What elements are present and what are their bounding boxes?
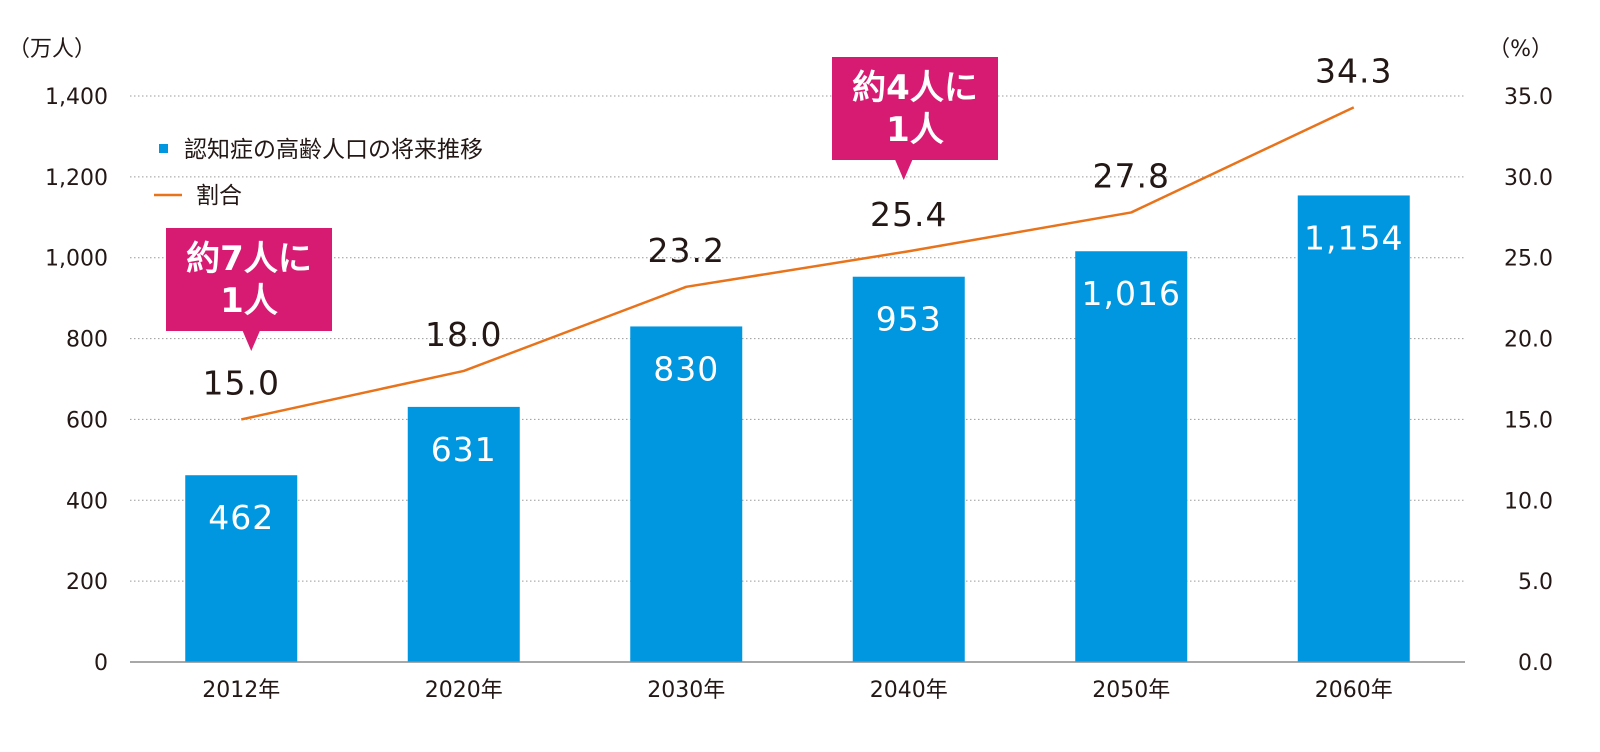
right-tick-label: 35.0 xyxy=(1504,85,1553,110)
grid-lines xyxy=(130,95,1465,582)
bar xyxy=(630,326,743,662)
callout-box xyxy=(832,57,998,160)
callout-text-line: 1人 xyxy=(886,110,944,150)
bar xyxy=(1297,195,1410,662)
legend-bar-swatch xyxy=(159,144,168,153)
left-tick-label: 800 xyxy=(66,328,108,353)
callout-pointer xyxy=(242,330,261,351)
line-value-label: 23.2 xyxy=(648,231,725,270)
x-tick-label: 2012年 xyxy=(202,678,280,703)
x-tick-label: 2040年 xyxy=(870,678,948,703)
bar-value-label: 1,154 xyxy=(1304,218,1403,257)
right-tick-label: 15.0 xyxy=(1504,408,1553,433)
x-tick-label: 2030年 xyxy=(647,678,725,703)
bar xyxy=(407,406,520,662)
left-tick-label: 0 xyxy=(94,651,108,676)
x-tick-label: 2060年 xyxy=(1315,678,1393,703)
callout-pointer xyxy=(894,159,913,180)
callout-text-line: 約4人に xyxy=(852,68,978,108)
bars xyxy=(185,195,1410,662)
right-tick-label: 25.0 xyxy=(1504,247,1553,272)
data-labels: 462 631 830 953 1,016 1,154 15.0 18.0 23.2 25.4 27… xyxy=(203,51,1403,537)
bar-value-label: 953 xyxy=(876,300,942,339)
bar-value-label: 462 xyxy=(208,498,274,537)
axes: 0 200 400 600 800 1,000 1,200 1,400 0.0 5.0 10.0 15… xyxy=(8,37,1553,703)
left-tick-label: 1,400 xyxy=(45,85,108,110)
line-value-label: 15.0 xyxy=(203,363,280,402)
callout-text-line: 約7人に xyxy=(186,239,312,279)
legend-bar-label: 認知症の高齢人口の将来推移 xyxy=(184,137,483,163)
ratio-line-path xyxy=(240,106,1355,421)
bar-value-label: 1,016 xyxy=(1082,274,1181,313)
left-tick-label: 1,000 xyxy=(45,247,108,272)
callout-text-line: 1人 xyxy=(220,281,278,321)
line-value-label: 27.8 xyxy=(1093,156,1170,195)
right-tick-label: 5.0 xyxy=(1518,570,1553,595)
line-value-label: 18.0 xyxy=(425,315,502,354)
bar xyxy=(185,475,298,662)
bar-value-label: 631 xyxy=(431,430,497,469)
bar xyxy=(1075,251,1188,662)
right-tick-label: 10.0 xyxy=(1504,489,1553,514)
x-tick-label: 2050年 xyxy=(1092,678,1170,703)
right-tick-label: 30.0 xyxy=(1504,166,1553,191)
bar-value-label: 830 xyxy=(653,349,719,388)
x-tick-label: 2020年 xyxy=(425,678,503,703)
right-tick-label: 20.0 xyxy=(1504,328,1553,353)
right-axis-unit: （%） xyxy=(1488,37,1553,62)
legend-line-label: 割合 xyxy=(196,183,242,209)
left-tick-label: 1,200 xyxy=(45,166,108,191)
line-value-label: 25.4 xyxy=(870,195,947,234)
right-tick-label: 0.0 xyxy=(1518,651,1553,676)
callout-box xyxy=(166,228,332,331)
left-tick-label: 200 xyxy=(66,570,108,595)
bar xyxy=(852,276,965,662)
left-tick-label: 600 xyxy=(66,408,108,433)
left-axis-unit: （万人） xyxy=(8,37,96,62)
line-value-label: 34.3 xyxy=(1315,51,1392,90)
left-tick-label: 400 xyxy=(66,489,108,514)
ratio-line xyxy=(240,106,1355,421)
